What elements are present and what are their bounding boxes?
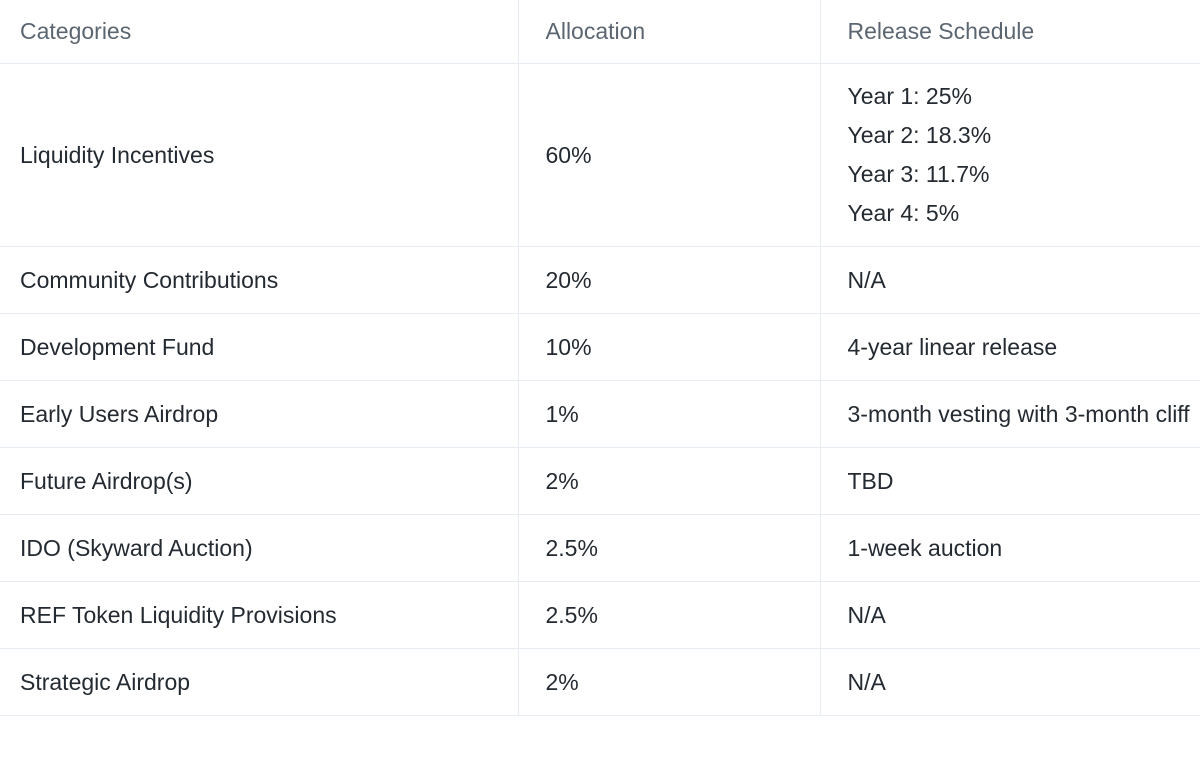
table-cell: 2% (517, 648, 820, 716)
table-cell: 4-year linear release (819, 313, 1200, 381)
table-cell: N/A (819, 581, 1200, 649)
token-table: Categories Allocation Release Schedule Liq… (0, 0, 1200, 716)
table-cell: 3-month vesting with 3-month cliff (819, 380, 1200, 448)
table-cell: IDO (Skyward Auction) (0, 514, 518, 582)
table-row: Future Airdrop(s) 2% TBD (0, 447, 1200, 515)
table-cell: 20% (517, 246, 820, 314)
table-cell: Development Fund (0, 313, 518, 381)
table-cell: 2.5% (517, 581, 820, 649)
table-cell: Liquidity Incentives (0, 63, 518, 247)
header-row: Categories Allocation Release Schedule (0, 0, 1200, 64)
table-cell: 60% (517, 63, 820, 247)
table-row: Strategic Airdrop 2% N/A (0, 648, 1200, 716)
table-cell: 1% (517, 380, 820, 448)
table-cell: 2% (517, 447, 820, 515)
table-cell: Community Contributions (0, 246, 518, 314)
table-cell: N/A (819, 648, 1200, 716)
table-body: Liquidity Incentives 60% Year 1: 25% Year 2… (0, 63, 1200, 716)
table-cell: TBD (819, 447, 1200, 515)
table-row: REF Token Liquidity Provisions 2.5% N/A (0, 581, 1200, 649)
table-row: Liquidity Incentives 60% Year 1: 25% Year 2… (0, 63, 1200, 247)
header-cell: Release Schedule (819, 0, 1200, 64)
header-cell: Allocation (517, 0, 820, 64)
table-row: Early Users Airdrop 1% 3-month vesting wit… (0, 380, 1200, 448)
table-cell: 10% (517, 313, 820, 381)
table-row: Community Contributions 20% N/A (0, 246, 1200, 314)
table-cell: Early Users Airdrop (0, 380, 518, 448)
table-cell: REF Token Liquidity Provisions (0, 581, 518, 649)
table-cell: N/A (819, 246, 1200, 314)
table-cell: Future Airdrop(s) (0, 447, 518, 515)
schedule-line: Year 1: 25% (847, 83, 972, 109)
schedule-line: Year 2: 18.3% (847, 122, 992, 148)
table-cell: Year 1: 25% Year 2: 18.3% Year 3: 11.7% Yea… (819, 63, 1200, 247)
table-row: IDO (Skyward Auction) 2.5% 1-week auction (0, 514, 1200, 582)
table-cell: Strategic Airdrop (0, 648, 518, 716)
schedule-line: Year 4: 5% (847, 200, 960, 226)
table-cell: 1-week auction (819, 514, 1200, 582)
table-row: Development Fund 10% 4-year linear release (0, 313, 1200, 381)
header-cell: Categories (0, 0, 518, 64)
schedule-line: Year 3: 11.7% (847, 161, 990, 187)
table-cell: 2.5% (517, 514, 820, 582)
